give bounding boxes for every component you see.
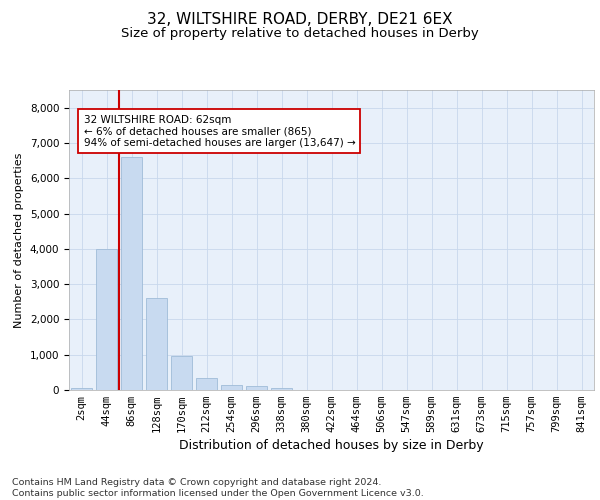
Text: 32, WILTSHIRE ROAD, DERBY, DE21 6EX: 32, WILTSHIRE ROAD, DERBY, DE21 6EX	[147, 12, 453, 28]
Bar	[121, 157, 142, 390]
Text: 32 WILTSHIRE ROAD: 62sqm
← 6% of detached houses are smaller (865)
94% of semi-d: 32 WILTSHIRE ROAD: 62sqm ← 6% of detache…	[83, 114, 355, 148]
X-axis label: Distribution of detached houses by size in Derby: Distribution of detached houses by size …	[179, 440, 484, 452]
Text: Contains HM Land Registry data © Crown copyright and database right 2024.
Contai: Contains HM Land Registry data © Crown c…	[12, 478, 424, 498]
Bar	[171, 356, 192, 390]
Text: Size of property relative to detached houses in Derby: Size of property relative to detached ho…	[121, 28, 479, 40]
Bar	[71, 388, 92, 390]
Y-axis label: Number of detached properties: Number of detached properties	[14, 152, 24, 328]
Bar	[196, 378, 217, 390]
Bar	[246, 386, 267, 390]
Bar	[96, 249, 117, 390]
Bar	[271, 388, 292, 390]
Bar	[146, 298, 167, 390]
Bar	[221, 386, 242, 390]
